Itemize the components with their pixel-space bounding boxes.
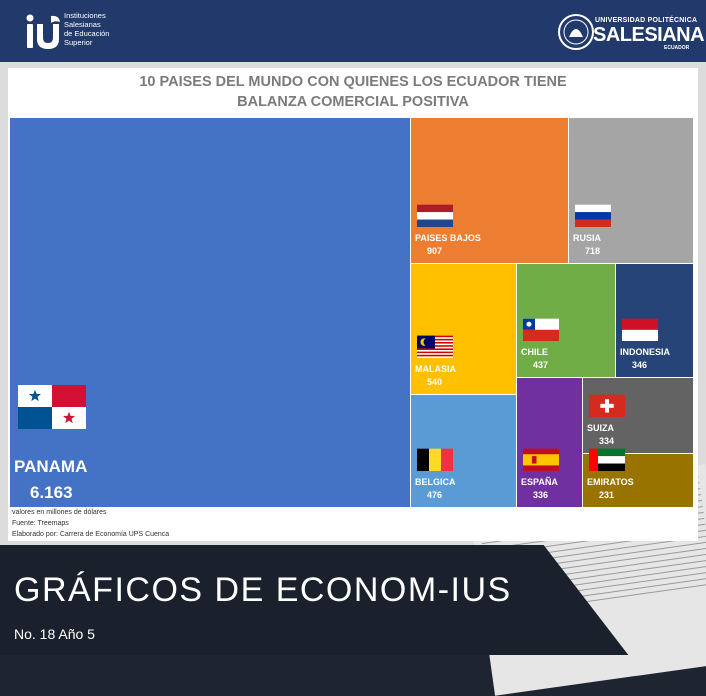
rusia-flag-icon [575, 204, 611, 227]
chart-note-units: valores en millones de dólares [12, 509, 107, 516]
ius-line: Salesianas [64, 20, 101, 29]
footer-band [0, 545, 629, 655]
tile-label-paises-bajos: PAISES BAJOS [415, 233, 481, 243]
tile-label-rusia: RUSIA [573, 233, 602, 243]
tile-value-indonesia: 346 [632, 360, 647, 370]
espana-flag-icon [523, 448, 559, 471]
malasia-flag-icon [417, 335, 453, 358]
ups-name: SALESIANA [593, 24, 705, 46]
panama-flag-icon [18, 385, 86, 429]
ius-institution-name: Instituciones Salesianas de Educación Su… [64, 11, 144, 47]
tile-label-indonesia: INDONESIA [620, 347, 671, 357]
tile-value-suiza: 334 [599, 436, 614, 446]
chart-note-source: Fuente: Treemaps [12, 520, 69, 527]
tile-label-malasia: MALASIA [415, 364, 456, 374]
ups-university-label: UNIVERSIDAD POLITÉCNICA [595, 17, 698, 24]
ius-line: Instituciones [64, 11, 106, 20]
tile-value-malasia: 540 [427, 377, 442, 387]
chart-title-line-1: 10 PAISES DEL MUNDO CON QUIENES LOS ECUA… [139, 74, 567, 90]
chart-note-author: Elaborado por: Carrera de Economía UPS C… [12, 531, 170, 538]
treemap-chart: PANAMA 6.163 PAISES BAJOS 907 RUSIA 718 MALASI… [10, 118, 693, 507]
indonesia-flag-icon [622, 318, 658, 341]
tile-value-paises-bajos: 907 [427, 246, 442, 256]
tile-label-espana: ESPAÑA [521, 477, 558, 487]
ius-logo-icon [26, 14, 60, 49]
treemap-tile-espana [517, 378, 582, 507]
tile-label-belgica: BELGICA [415, 477, 456, 487]
emiratos-flag-icon [589, 448, 625, 471]
paises-bajos-flag-icon [417, 204, 453, 227]
tile-label-chile: CHILE [521, 347, 548, 357]
suiza-flag-icon [589, 394, 625, 417]
ius-line: Superior [64, 38, 93, 47]
treemap-tile-rusia [569, 118, 693, 263]
chile-flag-icon [523, 318, 559, 341]
footer-issue: No. 18 Año 5 [14, 626, 95, 642]
ups-country: ECUADOR [664, 45, 690, 51]
chart-title-line-2: BALANZA COMERCIAL POSITIVA [237, 94, 469, 110]
tile-value-rusia: 718 [585, 246, 600, 256]
tile-value-belgica: 476 [427, 490, 442, 500]
treemap-tile-paises-bajos [411, 118, 568, 263]
tile-label-emiratos: EMIRATOS [587, 477, 634, 487]
tile-label-panama: PANAMA [14, 457, 87, 476]
ups-seal-icon [558, 14, 594, 50]
tile-value-chile: 437 [533, 360, 548, 370]
tile-value-espana: 336 [533, 490, 548, 500]
ius-line: de Educación [64, 29, 110, 38]
tile-value-panama: 6.163 [30, 483, 73, 502]
tile-value-emiratos: 231 [599, 490, 614, 500]
footer-title: GRÁFICOS DE ECONOM-IUS [14, 571, 512, 609]
treemap-tile-malasia [411, 264, 516, 394]
tile-label-suiza: SUIZA [587, 423, 615, 433]
belgica-flag-icon [417, 448, 453, 471]
treemap-tile-panama [10, 118, 410, 507]
